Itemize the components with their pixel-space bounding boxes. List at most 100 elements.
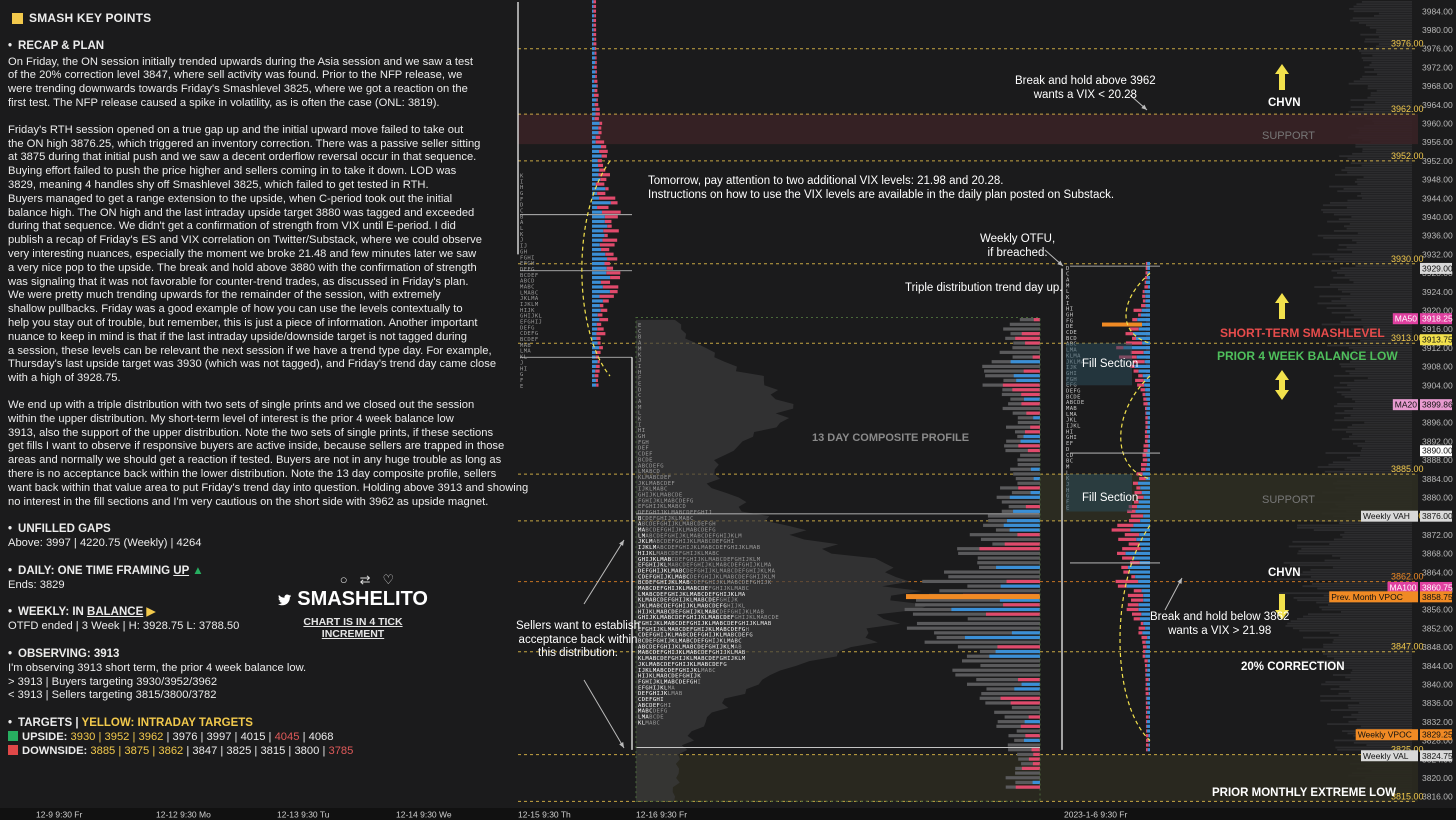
buy-volume-bar xyxy=(1145,304,1150,308)
tpo-letters: J xyxy=(520,238,524,244)
text-line: a session, these levels can be relevant … xyxy=(8,344,492,357)
volume-profile-bar xyxy=(1364,66,1412,69)
tpo-letters: BCD xyxy=(1066,336,1077,342)
sell-volume-bar xyxy=(601,154,607,158)
composite-delta-bar xyxy=(979,547,1040,551)
key-points-title-text: SMASH KEY POINTS xyxy=(29,11,152,25)
buy-volume-bar xyxy=(592,140,596,144)
sell-volume-bar xyxy=(595,56,597,60)
y-tick-label: 3884.00 xyxy=(1422,474,1453,484)
buy-volume-bar xyxy=(1129,570,1150,574)
buy-volume-bar xyxy=(592,135,596,139)
text-line: > 3913 | Buyers targeting 3930/3952/3962 xyxy=(8,675,218,688)
tpo-letters: BCDEFGHIJKLMABC xyxy=(638,516,694,522)
buy-volume-bar xyxy=(592,247,602,252)
buy-volume-bar xyxy=(1147,420,1150,425)
weekly-heading: • WEEKLY: IN BALANCE ▶ xyxy=(8,606,156,619)
text-line: help you stay out of trouble, but rememb… xyxy=(8,316,478,329)
tpo-letters: I xyxy=(1066,301,1070,307)
volume-profile-bar xyxy=(1334,657,1412,660)
composite-delta-bar xyxy=(1013,374,1040,378)
buy-volume-bar xyxy=(592,9,594,13)
heart-icon[interactable]: ♡ xyxy=(382,572,407,587)
tpo-letters: E xyxy=(638,323,642,329)
tpo-letters: CDEFGHIJKLMABCDEFGHIJKLMA xyxy=(638,633,731,639)
volume-profile-bar xyxy=(1350,697,1412,700)
buy-volume-bar xyxy=(1146,673,1150,677)
x-axis-label: 12-14 9:30 We xyxy=(396,810,452,820)
sell-volume-bar xyxy=(1145,748,1148,752)
composite-volume-bar xyxy=(958,551,1040,555)
volume-profile-bar xyxy=(1377,73,1412,76)
volume-profile-bar xyxy=(1310,575,1412,578)
sell-volume-bar xyxy=(594,117,599,121)
volume-profile-bar xyxy=(1333,739,1412,742)
buy-volume-bar xyxy=(1140,313,1150,317)
composite-volume-bar xyxy=(906,626,1040,630)
volume-profile-bar xyxy=(1355,143,1412,146)
level-label: 3885.00 xyxy=(1391,464,1424,474)
buy-volume-bar xyxy=(592,243,600,247)
volume-profile-bar xyxy=(1364,103,1412,106)
buy-volume-bar xyxy=(592,238,603,242)
volume-profile-bar xyxy=(1320,695,1412,697)
tpo-letters: DEFGHIJKLMABCDEFGHIJKLMABCDEFGHIJKLMA xyxy=(638,568,776,574)
recap-para-3: We end up with a triple distribution wit… xyxy=(8,399,528,509)
composite-delta-bar xyxy=(1030,491,1040,495)
axis-tag xyxy=(1420,581,1452,593)
volume-profile-bar xyxy=(1332,674,1412,676)
buy-volume-bar xyxy=(592,4,594,9)
text-line: Friday's RTH session opened on a true ga… xyxy=(8,123,464,136)
sell-volume-bar xyxy=(597,313,603,317)
tpo-letters: EFG xyxy=(1066,383,1077,389)
volume-profile-bar xyxy=(1332,641,1412,644)
sell-volume-bar xyxy=(595,369,600,373)
volume-profile-bar xyxy=(1339,381,1412,384)
volume-profile-bar xyxy=(1360,449,1412,452)
buy-volume-bar xyxy=(1143,350,1150,354)
buy-volume-bar xyxy=(1146,462,1150,467)
axis-tag-text: 3824.75 xyxy=(1422,751,1453,761)
composite-volume-bar xyxy=(934,631,1040,635)
buy-volume-bar xyxy=(1141,589,1150,593)
targets-heading: • TARGETS | YELLOW: INTRADAY TARGETS xyxy=(8,717,253,730)
composite-delta-bar xyxy=(1021,402,1040,406)
buy-volume-bar xyxy=(1145,467,1150,471)
comment-icon[interactable]: ○ xyxy=(339,572,360,587)
volume-profile-bar xyxy=(1332,554,1412,557)
buy-volume-bar xyxy=(1144,383,1150,387)
buy-volume-bar xyxy=(1148,677,1150,682)
buy-volume-bar xyxy=(1147,748,1150,752)
volume-profile-bar xyxy=(1340,589,1412,592)
volume-profile-bar xyxy=(1348,82,1412,85)
composite-volume-bar xyxy=(997,720,1040,724)
text-line: Buyers managed to get a range extension … xyxy=(8,192,453,205)
composite-delta-bar xyxy=(1021,766,1040,771)
retweet-icon[interactable]: ⇄ xyxy=(359,572,383,587)
buy-volume-bar xyxy=(592,280,601,284)
axis-tag xyxy=(1420,750,1452,762)
composite-delta-bar xyxy=(1013,509,1040,513)
tpo-letters: B xyxy=(520,214,524,220)
volume-profile-bar xyxy=(1347,384,1412,387)
volume-profile-bar xyxy=(1338,218,1412,221)
buy-volume-bar xyxy=(1127,565,1150,570)
tpo-letters: CDEFGHIJKLMABC xyxy=(638,574,690,580)
buy-volume-bar xyxy=(592,46,595,51)
y-tick-label: 3872.00 xyxy=(1422,530,1453,540)
volume-profile-bar xyxy=(1353,349,1412,352)
buy-volume-bar xyxy=(1142,631,1150,635)
tpo-letters: GHI xyxy=(1066,435,1077,441)
volume-profile-bar xyxy=(1361,164,1412,167)
composite-delta-bar xyxy=(1018,677,1040,682)
tpo-letters: GH xyxy=(520,249,527,255)
y-tick-label: 3840.00 xyxy=(1422,679,1453,689)
volume-profile-bar xyxy=(1346,304,1412,307)
tpo-letters: LMABCDEFGHIJKLMABCDEFGHIJKLMA xyxy=(638,592,746,598)
buy-volume-bar xyxy=(1146,411,1150,415)
text-line: publish a recap of Friday's ES and VIX c… xyxy=(8,234,482,247)
bell-curve-outline xyxy=(1119,525,1151,741)
composite-volume-bar xyxy=(1006,425,1040,429)
composite-delta-bar xyxy=(1007,519,1040,523)
volume-profile-bar xyxy=(1376,89,1412,92)
